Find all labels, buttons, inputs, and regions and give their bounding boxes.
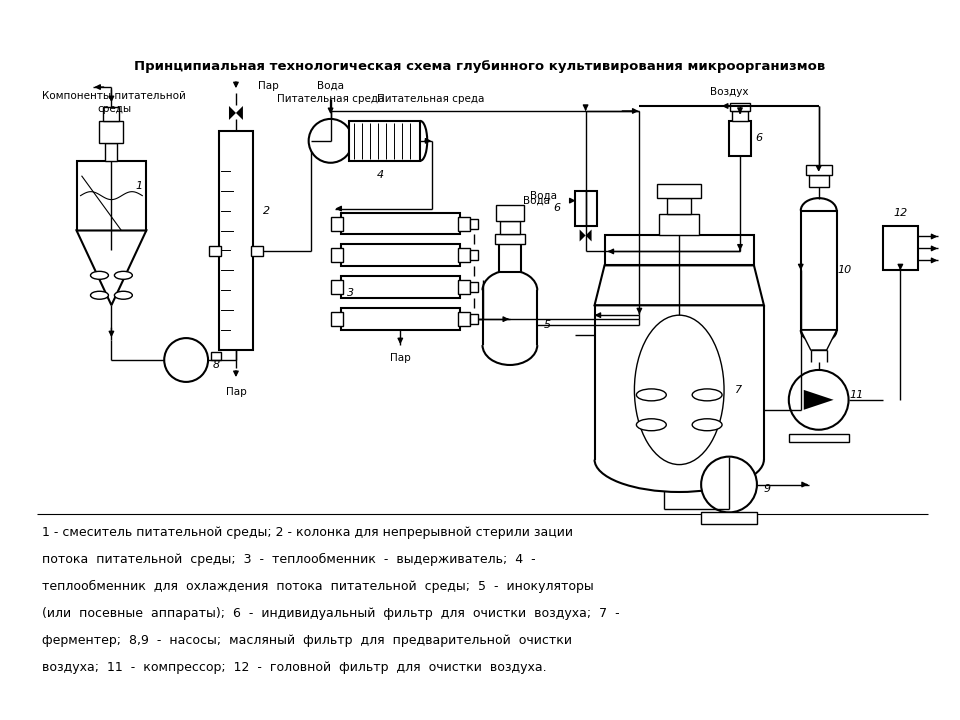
Bar	[495, 235, 525, 245]
Bar	[883, 225, 919, 270]
Text: 1 - смеситель питательной среды; 2 - колонка для непрерывной стерили зации: 1 - смеситель питательной среды; 2 - кол…	[41, 526, 573, 539]
Ellipse shape	[635, 315, 724, 464]
Polygon shape	[804, 390, 833, 410]
Bar	[470, 251, 478, 261]
Bar	[470, 282, 478, 292]
Text: Принципиальная технологическая схема глубинного культивирования микроорганизмов: Принципиальная технологическая схема глу…	[134, 60, 826, 73]
Polygon shape	[586, 230, 591, 241]
Text: 5: 5	[544, 320, 551, 330]
Ellipse shape	[692, 389, 722, 401]
Bar	[341, 212, 460, 235]
Text: 7: 7	[735, 385, 742, 395]
Circle shape	[789, 370, 849, 430]
Bar	[730, 103, 750, 111]
Bar	[341, 245, 460, 266]
Polygon shape	[801, 330, 836, 350]
Bar	[575, 191, 596, 225]
Circle shape	[164, 338, 208, 382]
Bar	[77, 161, 146, 230]
Bar	[209, 246, 221, 256]
Bar	[789, 433, 849, 441]
Polygon shape	[77, 230, 146, 305]
Bar	[458, 312, 470, 326]
Text: 4: 4	[377, 170, 384, 180]
Bar	[219, 131, 252, 350]
Bar	[330, 217, 343, 230]
Text: Пар: Пар	[390, 353, 411, 363]
Ellipse shape	[636, 389, 666, 401]
Bar	[330, 248, 343, 262]
Bar	[701, 513, 756, 524]
Text: Питательная среда: Питательная среда	[276, 94, 384, 104]
Bar	[458, 280, 470, 294]
Bar	[341, 308, 460, 330]
Text: ферментер;  8,9  -  насосы;  масляный  фильтр  для  предварительной  очистки: ферментер; 8,9 - насосы; масляный фильтр…	[41, 634, 572, 647]
Text: Вода: Вода	[523, 196, 550, 206]
Text: 1: 1	[135, 181, 143, 191]
Text: среды: среды	[97, 104, 132, 114]
Bar	[106, 143, 117, 161]
Bar	[605, 235, 754, 266]
Text: теплообменник  для  охлаждения  потока  питательной  среды;  5  -  инокуляторы: теплообменник для охлаждения потока пита…	[41, 580, 593, 593]
Bar	[470, 314, 478, 324]
Bar	[470, 219, 478, 228]
Bar	[330, 312, 343, 326]
Bar	[808, 175, 828, 186]
Bar	[211, 352, 221, 360]
Ellipse shape	[692, 419, 722, 431]
Text: воздуха;  11  -  компрессор;  12  -  головной  фильтр  для  очистки  воздуха.: воздуха; 11 - компрессор; 12 - головной …	[41, 661, 546, 674]
Bar	[658, 184, 701, 197]
Text: Питательная среда: Питательная среда	[376, 94, 484, 104]
Text: 2: 2	[263, 206, 271, 215]
Text: 3: 3	[347, 288, 354, 298]
Text: 12: 12	[893, 207, 907, 217]
Text: Компоненты питательной: Компоненты питательной	[42, 91, 186, 101]
Bar	[330, 280, 343, 294]
Bar	[801, 210, 836, 330]
Bar	[104, 107, 119, 121]
Bar	[341, 276, 460, 298]
Ellipse shape	[636, 419, 666, 431]
Text: 10: 10	[837, 266, 852, 275]
Text: 9: 9	[763, 485, 771, 495]
Text: потока  питательной  среды;  3  -  теплообменник  -  выдерживатель;  4  -: потока питательной среды; 3 - теплообмен…	[41, 553, 536, 567]
Bar	[251, 246, 263, 256]
Bar	[500, 220, 520, 235]
Text: Вода: Вода	[530, 191, 557, 201]
Text: 11: 11	[850, 390, 864, 400]
Circle shape	[309, 119, 352, 163]
Text: Пар: Пар	[258, 81, 278, 91]
Bar	[458, 217, 470, 230]
Bar	[458, 248, 470, 262]
Ellipse shape	[114, 292, 132, 300]
Text: Пар: Пар	[226, 387, 247, 397]
Polygon shape	[580, 230, 586, 241]
Text: 8: 8	[212, 360, 220, 370]
Text: (или  посевные  аппараты);  6  -  индивидуальный  фильтр  для  очистки  воздуха;: (или посевные аппараты); 6 - индивидуаль…	[41, 607, 619, 620]
Circle shape	[701, 456, 756, 513]
Bar	[732, 111, 748, 121]
Bar	[100, 121, 124, 143]
Ellipse shape	[90, 292, 108, 300]
Bar	[729, 121, 751, 156]
Bar	[348, 121, 420, 161]
Text: Воздух: Воздух	[709, 87, 748, 97]
Bar	[805, 165, 831, 175]
Polygon shape	[236, 106, 243, 120]
Bar	[499, 245, 521, 272]
Bar	[660, 214, 699, 235]
Bar	[667, 197, 691, 214]
Ellipse shape	[90, 271, 108, 279]
Bar	[496, 204, 524, 220]
Ellipse shape	[114, 271, 132, 279]
Polygon shape	[594, 266, 764, 305]
Text: Вода: Вода	[317, 81, 344, 91]
Polygon shape	[229, 106, 236, 120]
Text: 6: 6	[756, 133, 762, 143]
Text: 6: 6	[553, 202, 561, 212]
